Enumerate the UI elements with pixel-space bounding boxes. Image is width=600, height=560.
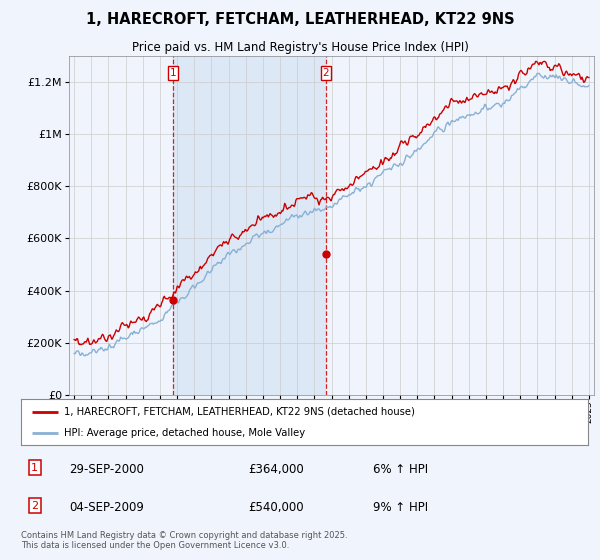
Text: 6% ↑ HPI: 6% ↑ HPI [373, 463, 428, 475]
Text: HPI: Average price, detached house, Mole Valley: HPI: Average price, detached house, Mole… [64, 428, 305, 438]
Text: 2: 2 [323, 68, 329, 78]
Text: 04-SEP-2009: 04-SEP-2009 [69, 501, 144, 514]
Text: 2: 2 [31, 501, 38, 511]
Text: £540,000: £540,000 [248, 501, 304, 514]
Text: 1: 1 [169, 68, 176, 78]
Text: 1, HARECROFT, FETCHAM, LEATHERHEAD, KT22 9NS (detached house): 1, HARECROFT, FETCHAM, LEATHERHEAD, KT22… [64, 407, 415, 417]
Text: Price paid vs. HM Land Registry's House Price Index (HPI): Price paid vs. HM Land Registry's House … [131, 41, 469, 54]
Text: Contains HM Land Registry data © Crown copyright and database right 2025.
This d: Contains HM Land Registry data © Crown c… [21, 531, 347, 550]
Point [168, 296, 178, 305]
Point [321, 250, 331, 259]
Text: 1, HARECROFT, FETCHAM, LEATHERHEAD, KT22 9NS: 1, HARECROFT, FETCHAM, LEATHERHEAD, KT22… [86, 12, 514, 27]
Text: 9% ↑ HPI: 9% ↑ HPI [373, 501, 428, 514]
Text: 29-SEP-2000: 29-SEP-2000 [69, 463, 144, 475]
Bar [173, 56, 326, 395]
Text: £364,000: £364,000 [248, 463, 304, 475]
Text: 1: 1 [31, 463, 38, 473]
